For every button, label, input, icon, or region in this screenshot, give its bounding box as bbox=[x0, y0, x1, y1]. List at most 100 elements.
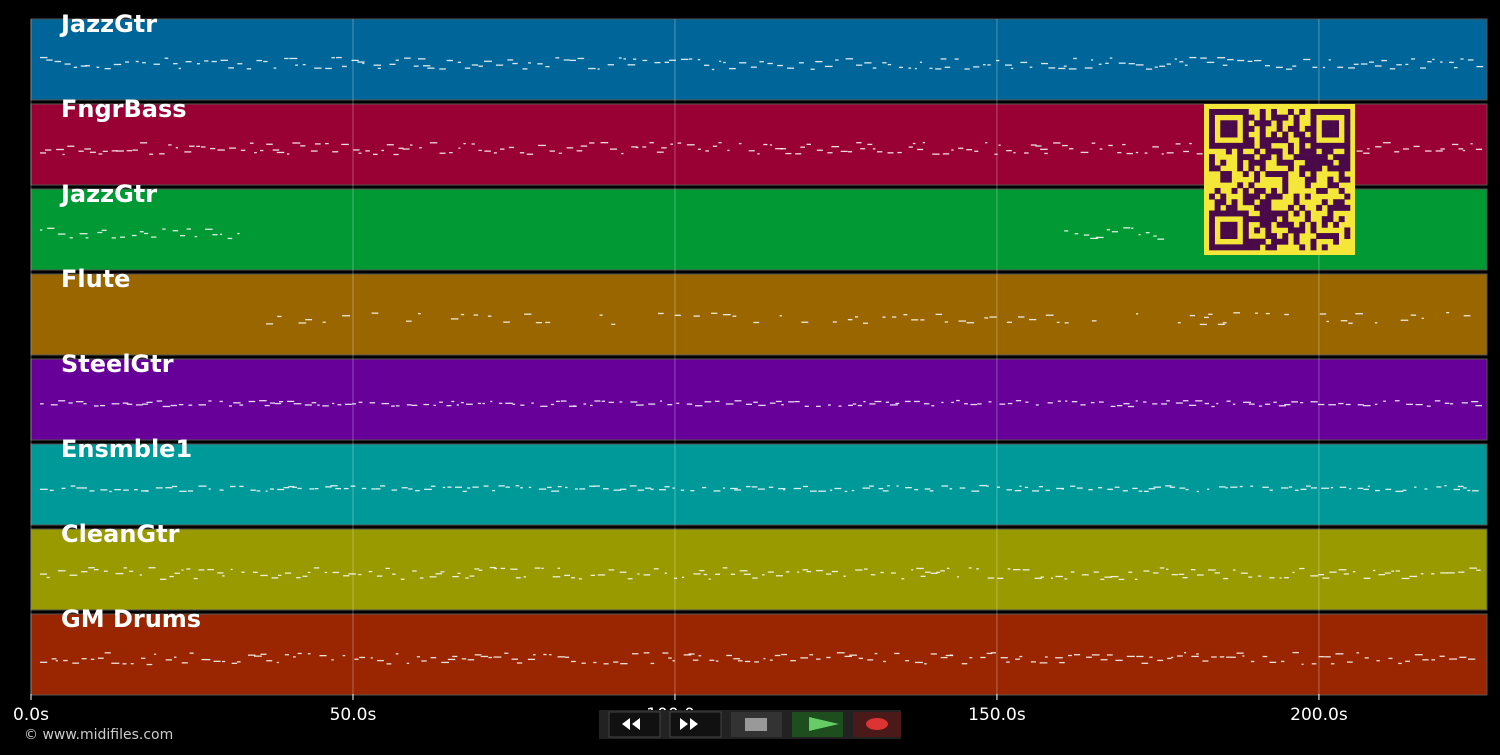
track-lane bbox=[30, 443, 1488, 526]
qr-cell bbox=[1321, 244, 1328, 251]
qr-cell bbox=[1220, 171, 1227, 177]
qr-cell bbox=[1310, 109, 1317, 115]
qr-cell bbox=[1299, 137, 1306, 144]
qr-cell bbox=[1333, 120, 1340, 127]
qr-cell bbox=[1310, 227, 1317, 234]
qr-cell bbox=[1327, 165, 1334, 172]
stop-button[interactable] bbox=[731, 712, 782, 737]
record-button[interactable] bbox=[853, 712, 901, 737]
qr-cell bbox=[1237, 244, 1244, 251]
track-name: CleanGtr bbox=[61, 520, 180, 548]
qr-cell bbox=[1310, 159, 1317, 166]
qr-cell bbox=[1231, 221, 1238, 228]
qr-cell bbox=[1321, 216, 1328, 223]
qr-cell bbox=[1248, 216, 1255, 223]
qr-cell bbox=[1259, 154, 1266, 161]
qr-cell bbox=[1265, 233, 1272, 240]
qr-cell bbox=[1242, 216, 1249, 223]
tick-label: 50.0s bbox=[330, 705, 377, 725]
qr-cell bbox=[1265, 210, 1272, 217]
qr-cell bbox=[1282, 182, 1289, 189]
qr-cell bbox=[1237, 159, 1244, 166]
qr-cell bbox=[1310, 114, 1317, 121]
qr-cell bbox=[1321, 109, 1328, 115]
qr-cell bbox=[1327, 233, 1334, 240]
qr-cell bbox=[1344, 137, 1351, 144]
qr-cell bbox=[1220, 120, 1227, 127]
qr-cell bbox=[1231, 120, 1238, 127]
play-button[interactable] bbox=[792, 712, 843, 737]
qr-cell bbox=[1327, 125, 1334, 132]
track-lane bbox=[30, 528, 1488, 611]
qr-cell bbox=[1338, 171, 1345, 177]
qr-cell bbox=[1293, 120, 1300, 127]
qr-cell bbox=[1310, 120, 1317, 127]
qr-cell bbox=[1344, 125, 1351, 132]
qr-cell bbox=[1344, 120, 1351, 127]
qr-cell bbox=[1310, 171, 1317, 177]
qr-cell bbox=[1327, 210, 1334, 217]
qr-cell bbox=[1287, 159, 1294, 166]
qr-cell bbox=[1254, 187, 1261, 194]
qr-cell bbox=[1282, 159, 1289, 166]
qr-cell bbox=[1242, 109, 1249, 115]
qr-cell bbox=[1214, 204, 1221, 211]
qr-cell bbox=[1242, 233, 1249, 240]
qr-cell bbox=[1265, 148, 1272, 155]
qr-cell bbox=[1254, 238, 1261, 245]
qr-cell bbox=[1265, 216, 1272, 223]
qr-cell bbox=[1276, 221, 1283, 228]
qr-cell bbox=[1316, 159, 1323, 166]
qr-cell bbox=[1242, 142, 1249, 149]
qr-cell bbox=[1333, 154, 1340, 161]
qr-cell bbox=[1344, 131, 1351, 138]
qr-cell bbox=[1344, 165, 1351, 172]
qr-cell bbox=[1248, 114, 1255, 121]
qr-cell bbox=[1344, 233, 1351, 240]
qr-cell bbox=[1299, 171, 1306, 177]
qr-cell bbox=[1299, 165, 1306, 172]
qr-cell bbox=[1220, 142, 1227, 149]
qr-cell bbox=[1271, 233, 1277, 240]
qr-cell bbox=[1293, 210, 1300, 217]
qr-cell bbox=[1237, 210, 1244, 217]
qr-cell bbox=[1271, 244, 1277, 251]
qr-cell bbox=[1271, 137, 1277, 144]
qr-cell bbox=[1237, 109, 1244, 115]
qr-cell bbox=[1265, 120, 1272, 127]
qr-cell bbox=[1265, 221, 1272, 228]
fast-forward-button[interactable] bbox=[669, 711, 722, 738]
qr-cell bbox=[1310, 176, 1317, 183]
qr-cell bbox=[1310, 142, 1317, 149]
qr-cell bbox=[1310, 154, 1317, 161]
qr-cell bbox=[1338, 199, 1345, 206]
qr-cell bbox=[1254, 120, 1261, 127]
qr-cell bbox=[1282, 238, 1289, 245]
rewind-button[interactable] bbox=[608, 711, 661, 738]
qr-cell bbox=[1209, 131, 1215, 138]
qr-cell bbox=[1231, 199, 1238, 206]
qr-cell bbox=[1316, 154, 1323, 161]
qr-cell bbox=[1220, 109, 1227, 115]
qr-cell bbox=[1304, 165, 1311, 172]
qr-cell bbox=[1259, 131, 1266, 138]
qr-cell bbox=[1214, 244, 1221, 251]
qr-cell bbox=[1344, 204, 1351, 211]
qr-cell bbox=[1282, 171, 1289, 177]
qr-cell bbox=[1338, 187, 1345, 194]
qr-cell bbox=[1321, 221, 1328, 228]
qr-cell bbox=[1248, 125, 1255, 132]
qr-cell bbox=[1209, 109, 1215, 115]
qr-cell bbox=[1271, 131, 1277, 138]
qr-cell bbox=[1316, 109, 1323, 115]
qr-cell bbox=[1310, 131, 1317, 138]
qr-cell bbox=[1276, 159, 1283, 166]
qr-cell bbox=[1333, 142, 1340, 149]
qr-cell bbox=[1225, 210, 1232, 217]
qr-cell bbox=[1333, 221, 1340, 228]
qr-cell bbox=[1271, 109, 1277, 115]
qr-cell bbox=[1214, 199, 1221, 206]
track-lane bbox=[30, 613, 1488, 696]
qr-cell bbox=[1231, 227, 1238, 234]
qr-cell bbox=[1242, 137, 1249, 144]
